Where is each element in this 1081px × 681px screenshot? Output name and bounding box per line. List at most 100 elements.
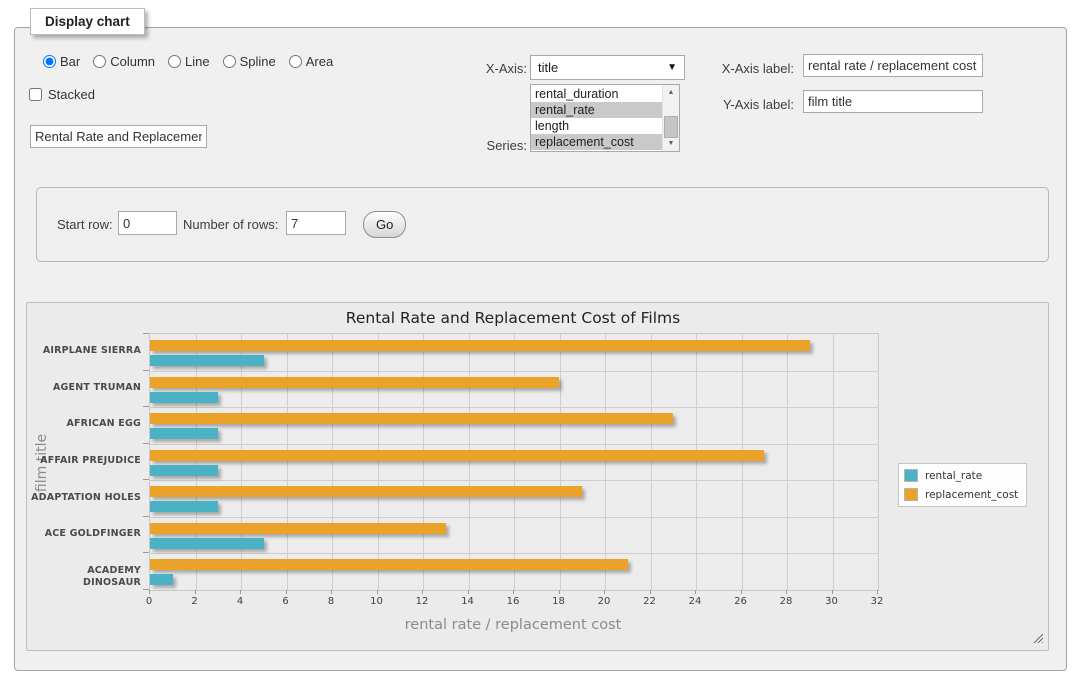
x-gridline (287, 334, 288, 590)
x-axis-label-label: X-Axis label: (712, 61, 794, 76)
y-gridline (150, 407, 878, 408)
bar-replacement-cost-agent-truman (150, 377, 559, 388)
y-category-label: ADAPTATION HOLES (29, 492, 141, 504)
series-option-length[interactable]: length (531, 118, 662, 134)
chart-type-option-column[interactable]: Column (93, 54, 155, 69)
y-gridline (150, 480, 878, 481)
series-option-replacement-cost[interactable]: replacement_cost (531, 134, 662, 150)
x-tick-mark (786, 590, 787, 594)
x-gridline (833, 334, 834, 590)
series-option-rental-rate[interactable]: rental_rate (531, 102, 662, 118)
scrollbar-thumb[interactable] (664, 116, 678, 138)
legend-item-replacement-cost: replacement_cost (904, 488, 1018, 501)
chart-type-option-spline[interactable]: Spline (223, 54, 276, 69)
x-tick-label: 22 (643, 596, 656, 607)
y-gridline (150, 444, 878, 445)
y-tick-mark (143, 333, 149, 334)
x-tick-mark (832, 590, 833, 594)
chart-legend: rental_rate replacement_cost (898, 463, 1027, 507)
series-listbox[interactable]: rental_durationrental_ratelengthreplacem… (530, 84, 680, 152)
stacked-label: Stacked (48, 87, 95, 102)
x-tick-mark (240, 590, 241, 594)
chart-type-option-bar[interactable]: Bar (43, 54, 80, 69)
bar-rental-rate-affair-prejudice (150, 465, 218, 476)
x-gridline (787, 334, 788, 590)
chart-type-group: Bar Column Line Spline Area (43, 54, 333, 69)
chart-type-radio-spline[interactable] (223, 55, 236, 68)
num-rows-input[interactable] (286, 211, 346, 235)
x-gridline (378, 334, 379, 590)
y-tick-mark (143, 370, 149, 371)
x-tick-mark (559, 590, 560, 594)
y-category-label: AFFAIR PREJUDICE (29, 455, 141, 467)
scroll-down-icon[interactable]: ▼ (663, 136, 679, 151)
y-axis-label-label: Y-Axis label: (712, 97, 794, 112)
y-tick-mark (143, 443, 149, 444)
x-axis-label-input[interactable] (803, 54, 983, 77)
x-tick-label: 2 (191, 596, 197, 607)
x-tick-mark (149, 590, 150, 594)
x-tick-label: 20 (598, 596, 611, 607)
x-axis-select-label: X-Axis: (445, 61, 527, 76)
bar-rental-rate-agent-truman (150, 392, 218, 403)
bar-replacement-cost-ace-goldfinger (150, 523, 446, 534)
chart-type-option-line[interactable]: Line (168, 54, 210, 69)
x-tick-mark (331, 590, 332, 594)
x-tick-mark (422, 590, 423, 594)
x-axis-selected-value: title (538, 60, 663, 75)
x-gridline (423, 334, 424, 590)
stacked-checkbox[interactable] (29, 88, 42, 101)
row-controls-box: Start row: Number of rows: Go (36, 187, 1049, 262)
chart-type-label-area: Area (306, 54, 333, 69)
bar-rental-rate-airplane-sierra (150, 355, 264, 366)
bar-rental-rate-academy-dinosaur (150, 574, 173, 585)
legend-label-replacement-cost: replacement_cost (925, 489, 1018, 501)
go-button[interactable]: Go (363, 211, 406, 238)
legend-swatch-replacement-cost (904, 488, 918, 501)
x-tick-label: 16 (507, 596, 520, 607)
resize-handle-icon[interactable] (1032, 632, 1043, 643)
chart-type-radio-area[interactable] (289, 55, 302, 68)
x-tick-label: 28 (780, 596, 793, 607)
series-options: rental_durationrental_ratelengthreplacem… (531, 85, 662, 151)
x-tick-label: 24 (689, 596, 702, 607)
x-tick-label: 32 (871, 596, 884, 607)
legend-item-rental-rate: rental_rate (904, 469, 1018, 482)
y-tick-mark (143, 406, 149, 407)
chart-type-radio-line[interactable] (168, 55, 181, 68)
x-tick-label: 10 (370, 596, 383, 607)
x-tick-mark (195, 590, 196, 594)
chart-type-radio-column[interactable] (93, 55, 106, 68)
chart-title-input[interactable] (30, 125, 207, 148)
y-tick-mark (143, 516, 149, 517)
x-tick-mark (468, 590, 469, 594)
chart-type-radio-bar[interactable] (43, 55, 56, 68)
x-gridline (742, 334, 743, 590)
bar-replacement-cost-affair-prejudice (150, 450, 764, 461)
chevron-down-icon: ▼ (667, 62, 677, 73)
bar-rental-rate-ace-goldfinger (150, 538, 264, 549)
x-tick-mark (877, 590, 878, 594)
chart-title: Rental Rate and Replacement Cost of Film… (149, 309, 877, 327)
stacked-option[interactable]: Stacked (29, 87, 95, 102)
x-tick-mark (650, 590, 651, 594)
x-axis-title: rental rate / replacement cost (149, 617, 877, 633)
x-tick-mark (695, 590, 696, 594)
chart-type-option-area[interactable]: Area (289, 54, 333, 69)
series-scrollbar[interactable]: ▲ ▼ (662, 85, 679, 151)
series-option-rental-duration[interactable]: rental_duration (531, 86, 662, 102)
bar-replacement-cost-african-egg (150, 413, 673, 424)
x-tick-label: 18 (552, 596, 565, 607)
x-axis-select[interactable]: title ▼ (530, 55, 685, 80)
y-axis-label-input[interactable] (803, 90, 983, 113)
y-tick-mark (143, 479, 149, 480)
start-row-input[interactable] (118, 211, 177, 235)
num-rows-label: Number of rows: (183, 217, 278, 232)
bar-replacement-cost-academy-dinosaur (150, 559, 628, 570)
y-tick-mark (143, 552, 149, 553)
scroll-up-icon[interactable]: ▲ (663, 85, 679, 100)
y-gridline (150, 517, 878, 518)
y-category-label: AGENT TRUMAN (29, 382, 141, 394)
x-tick-label: 26 (734, 596, 747, 607)
x-tick-mark (513, 590, 514, 594)
